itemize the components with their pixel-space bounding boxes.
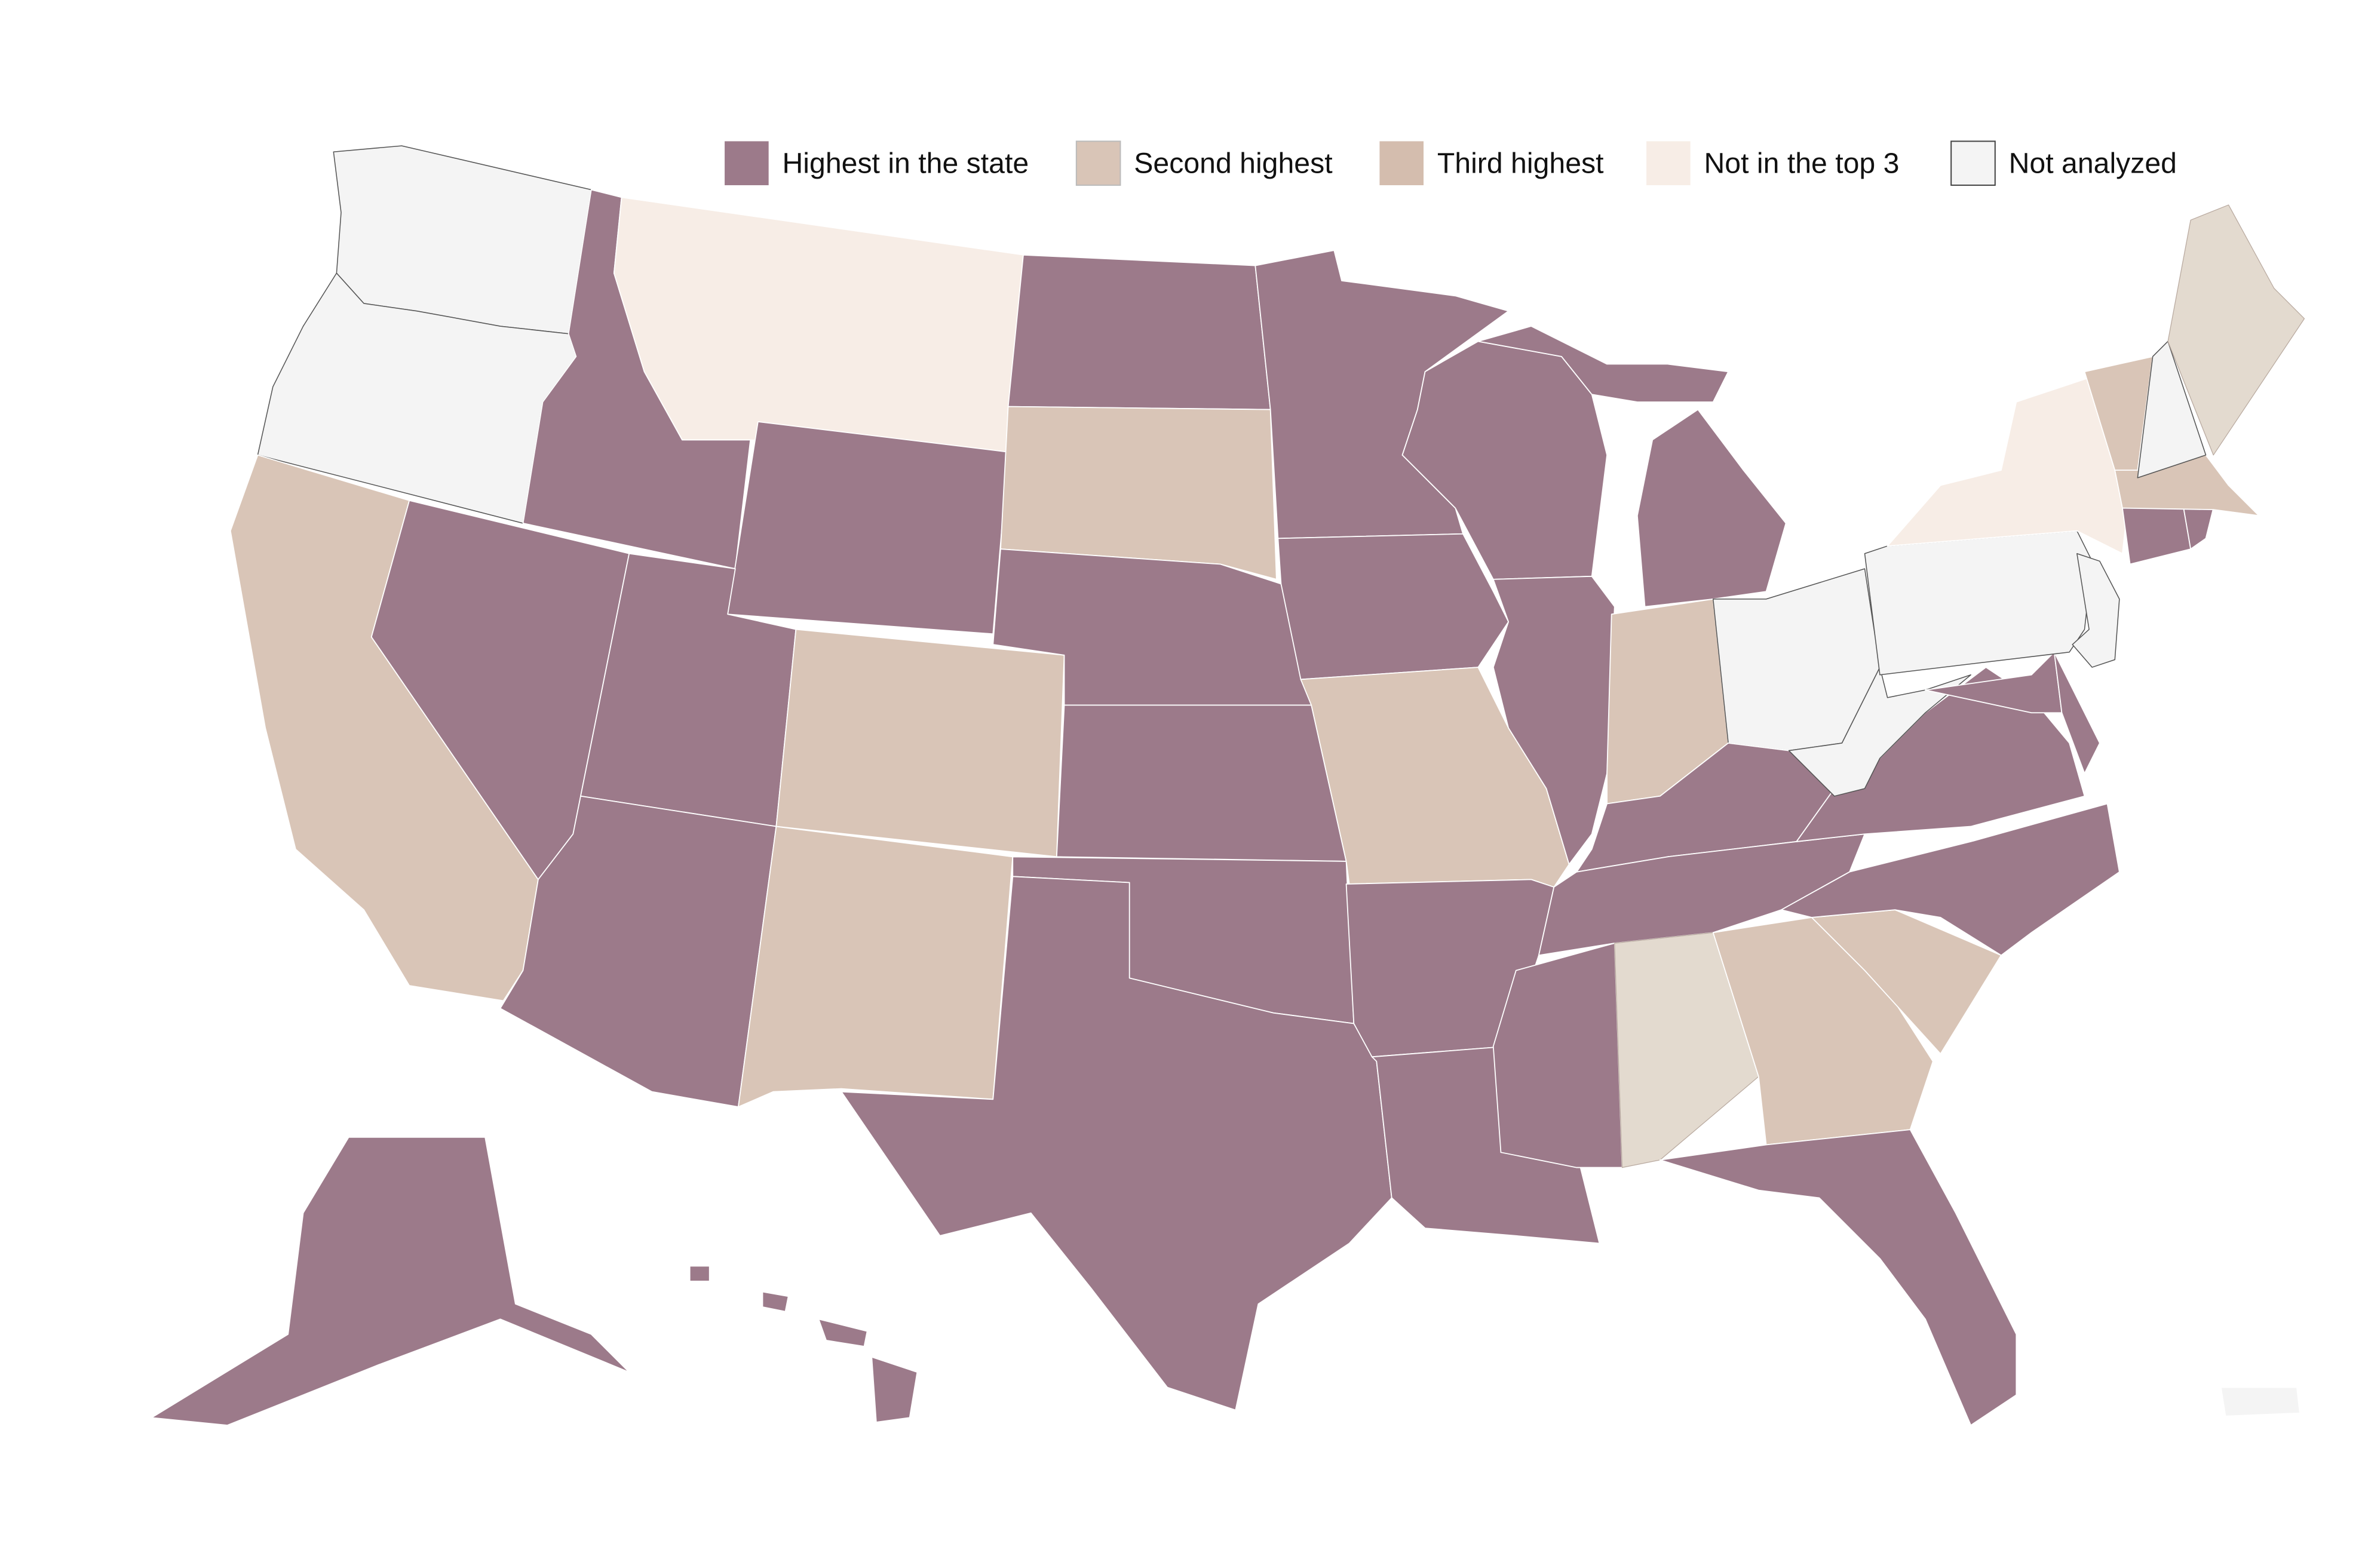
legend-swatch-highest (725, 141, 769, 186)
state-tx[interactable] (841, 876, 1392, 1411)
legend-item-not-analyzed: Not analyzed (1950, 140, 2177, 186)
state-mi[interactable] (1477, 326, 1729, 403)
state-sd[interactable] (1000, 406, 1277, 580)
state-al[interactable] (1614, 932, 1759, 1168)
state-pa[interactable] (1864, 530, 2093, 676)
state-ak[interactable] (151, 1136, 630, 1426)
state-fl[interactable] (1660, 1129, 2017, 1426)
state-nd[interactable] (1007, 254, 1271, 410)
state-ct[interactable] (2122, 504, 2192, 565)
state-co[interactable] (775, 628, 1065, 858)
state-nh[interactable] (2137, 340, 2207, 478)
state-mi[interactable] (1636, 409, 1787, 607)
legend: Highest in the state Second highest Thir… (725, 140, 2177, 186)
state-vt[interactable] (2084, 355, 2154, 471)
legend-label-not-analyzed: Not analyzed (2009, 148, 2177, 180)
state-me[interactable] (2167, 204, 2305, 456)
state-nm[interactable] (738, 826, 1014, 1107)
legend-item-third: Third highest (1379, 141, 1604, 186)
legend-item-second: Second highest (1075, 140, 1333, 186)
legend-label-third: Third highest (1437, 148, 1604, 180)
legend-label-second: Second highest (1134, 148, 1333, 180)
state-pr[interactable] (2220, 1386, 2300, 1417)
state-mt[interactable] (613, 197, 1024, 453)
state-wy[interactable] (727, 421, 1009, 635)
legend-label-not-top3: Not in the top 3 (1704, 148, 1900, 180)
state-nj[interactable] (2072, 553, 2120, 668)
state-hi[interactable] (762, 1291, 789, 1312)
legend-swatch-second (1075, 140, 1121, 186)
legend-label-highest: Highest in the state (783, 148, 1029, 180)
legend-item-not-top3: Not in the top 3 (1646, 141, 1900, 186)
state-de[interactable] (2053, 651, 2100, 774)
legend-swatch-not-top3 (1646, 141, 1691, 186)
legend-item-highest: Highest in the state (725, 141, 1029, 186)
legend-swatch-not-analyzed (1950, 140, 1996, 186)
state-hi[interactable] (818, 1318, 868, 1347)
state-il[interactable] (1492, 575, 1615, 865)
state-hi[interactable] (689, 1265, 710, 1282)
state-nc[interactable] (1781, 803, 2120, 956)
state-ia[interactable] (1277, 533, 1510, 680)
state-wv[interactable] (1788, 667, 1971, 797)
state-hi[interactable] (871, 1356, 918, 1423)
states-layer (151, 145, 2305, 1426)
state-ks[interactable] (1056, 704, 1347, 862)
legend-swatch-third (1379, 141, 1424, 186)
